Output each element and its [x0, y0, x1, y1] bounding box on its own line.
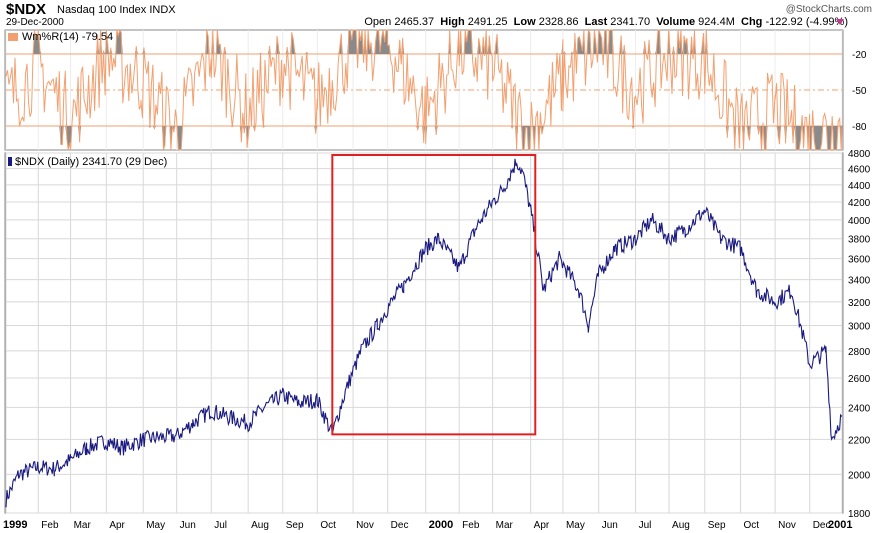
date-tick-label: Jul	[214, 520, 227, 531]
down-arrow-icon	[836, 19, 844, 25]
price-y-axis: 4800 4600 4400 4200 4000 3800 3600 3400 3200 3000…	[848, 149, 871, 520]
date-tick-label: 2001	[828, 519, 852, 531]
price-tick-label: 3400	[848, 276, 871, 287]
chart-date: 29-Dec-2000	[6, 17, 64, 28]
price-tick-label: 2800	[848, 347, 871, 358]
last-label: Last	[584, 16, 608, 28]
date-tick-label: Oct	[320, 520, 336, 531]
date-tick-label: Jul	[639, 520, 652, 531]
date-tick-label: Aug	[251, 520, 269, 531]
price-legend-swatch	[8, 157, 12, 166]
date-tick-label: Feb	[462, 520, 480, 531]
highlight-box	[331, 154, 537, 436]
date-tick-label: Nov	[356, 520, 374, 531]
price-tick-label: 2200	[848, 435, 871, 446]
indicator-tick-label: -80	[852, 122, 867, 133]
date-tick-label: Feb	[41, 520, 59, 531]
ticker-symbol: $NDX	[6, 1, 47, 18]
price-tick-label: 2600	[848, 374, 871, 385]
price-tick-label: 4200	[848, 198, 871, 209]
stockcharts-logo: @StockCharts.com	[785, 4, 872, 15]
volume-label: Volume	[656, 16, 696, 28]
date-tick-label: Apr	[109, 520, 125, 531]
date-tick-label: Mar	[496, 520, 514, 531]
price-title: $NDX (Daily) 2341.70 (29 Dec)	[15, 156, 167, 168]
indicator-tick-label: -50	[852, 86, 867, 97]
indicator-title: Wm%R(14) -79.54	[22, 31, 113, 43]
price-tick-label: 3200	[848, 298, 871, 309]
price-grid	[5, 152, 843, 514]
date-tick-label: 2000	[429, 519, 453, 531]
indicator-tick-label: -20	[852, 50, 867, 61]
price-tick-label: 3600	[848, 255, 871, 266]
ohlc-summary: Open 2465.37 High 2491.25 Low 2328.86 La…	[364, 16, 848, 28]
date-tick-label: Dec	[391, 520, 409, 531]
price-tick-label: 3800	[848, 235, 871, 246]
low-value: 2328.86	[538, 16, 579, 28]
ndx-price-line	[5, 158, 843, 508]
price-tick-label: 1800	[848, 509, 871, 520]
high-label: High	[440, 16, 465, 28]
low-label: Low	[513, 16, 536, 28]
volume-value: 924.4M	[698, 16, 735, 28]
date-tick-label: Dec	[813, 520, 831, 531]
indicator-y-axis: -20 -50 -80	[852, 50, 867, 133]
date-tick-label: Aug	[672, 520, 690, 531]
date-tick-label: Sep	[708, 520, 726, 531]
price-tick-label: 4800	[848, 149, 871, 160]
date-tick-label: May	[566, 520, 585, 531]
last-value: 2341.70	[610, 16, 651, 28]
date-tick-label: Mar	[74, 520, 92, 531]
price-tick-label: 4000	[848, 216, 871, 227]
index-name: Nasdaq 100 Index INDX	[57, 4, 176, 16]
indicator-legend-swatch	[8, 33, 18, 41]
high-value: 2491.25	[467, 16, 508, 28]
open-value: 2465.37	[394, 16, 435, 28]
price-tick-label: 3000	[848, 322, 871, 333]
chart-header: $NDX Nasdaq 100 Index INDX 29-Dec-2000 @…	[0, 0, 880, 30]
williams-r-panel: -20 -50 -80 Wm%R(14) -79.54	[4, 28, 867, 151]
date-tick-label: May	[146, 520, 165, 531]
price-panel: 4800 4600 4400 4200 4000 3800 3600 3400 3200 3000…	[3, 149, 871, 531]
date-tick-label: Oct	[744, 520, 760, 531]
date-tick-label: Jun	[180, 520, 196, 531]
price-tick-label: 4400	[848, 181, 871, 192]
date-tick-label: Jun	[602, 520, 618, 531]
date-tick-label: Nov	[778, 520, 796, 531]
price-tick-label: 4600	[848, 165, 871, 176]
price-tick-label: 2000	[848, 470, 871, 481]
date-tick-label: 1999	[3, 519, 27, 531]
date-x-axis: 1999 Feb Mar Apr May Jun Jul Aug Sep Oct Nov Dec 200…	[3, 519, 852, 531]
price-frame	[4, 152, 844, 514]
williams-r-line	[5, 28, 843, 151]
date-tick-label: Sep	[286, 520, 304, 531]
open-label: Open	[364, 16, 392, 28]
date-tick-label: Apr	[534, 520, 550, 531]
chg-value: -122.92 (-4.99%)	[765, 16, 848, 28]
price-tick-label: 2400	[848, 403, 871, 414]
chg-label: Chg	[741, 16, 763, 28]
